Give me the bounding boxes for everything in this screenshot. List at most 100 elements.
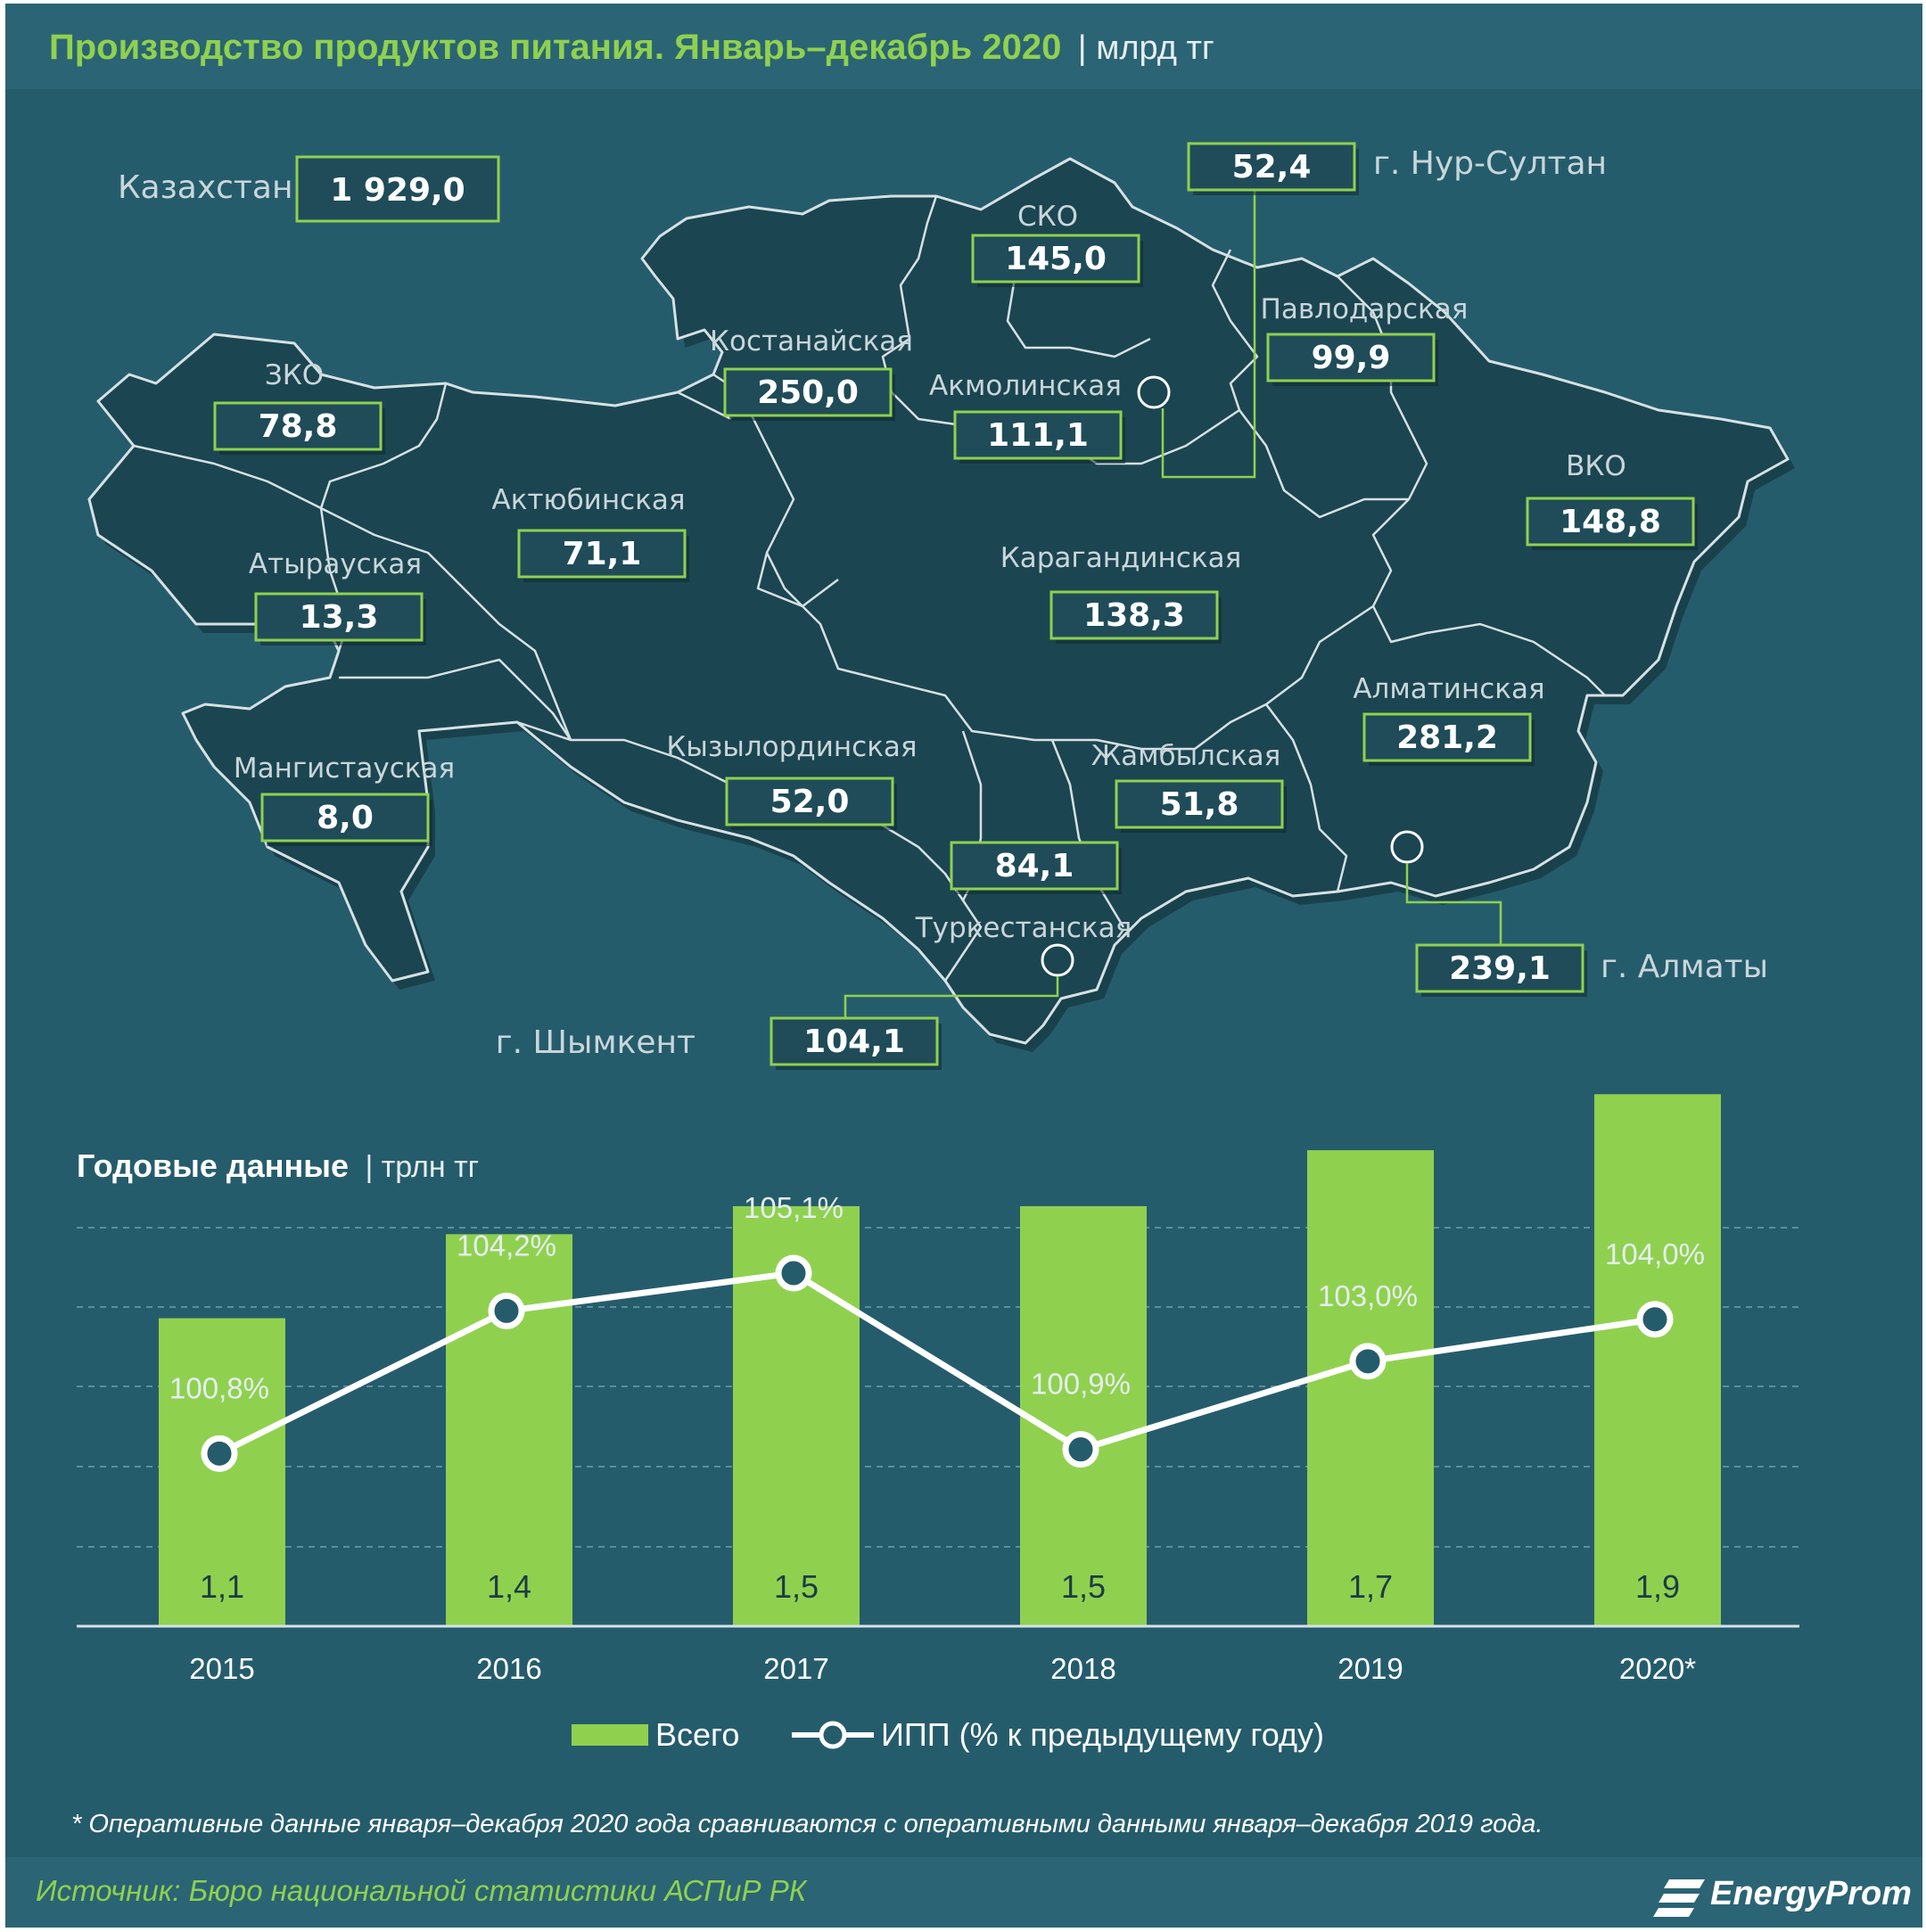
region-value-kyzylorda: 52,0 <box>770 784 850 820</box>
region-box-zko <box>213 401 383 451</box>
header-band <box>5 4 1922 89</box>
shymkent-marker <box>1041 943 1074 977</box>
region-box-kostanay <box>723 367 893 417</box>
ipp-point-2016 <box>488 1292 525 1329</box>
bar-2015 <box>159 1318 285 1626</box>
x-tick-label: 2016 <box>476 1652 541 1685</box>
city-name-nursultan: г. Нур-Султан <box>1373 145 1607 182</box>
region-box-turkestan <box>950 841 1119 891</box>
bar-2020* <box>1594 1094 1721 1626</box>
x-tick-label: 2017 <box>763 1652 828 1685</box>
region-value-karaganda: 138,3 <box>1083 597 1185 634</box>
ipp-value-label: 100,9% <box>1031 1368 1131 1401</box>
city-box-almaty <box>1415 943 1584 993</box>
x-tick-label: 2019 <box>1338 1652 1403 1685</box>
region-box-pavlodar <box>1266 333 1436 382</box>
legend-marker <box>819 1721 847 1749</box>
region-name-turkestan: Туркестанская <box>915 912 1132 944</box>
ipp-value-label: 104,0% <box>1605 1237 1705 1270</box>
brand-name: EnergyProm <box>1710 1875 1912 1912</box>
city-box-shymkent <box>770 1016 939 1066</box>
city-box-nursultan <box>1187 142 1356 192</box>
region-box-zhambyl <box>1115 779 1284 829</box>
region-box-akmola <box>953 410 1123 460</box>
ipp-value-label: 104,2% <box>457 1229 556 1262</box>
region-value-zhambyl: 51,8 <box>1160 786 1239 823</box>
x-tick-label: 2018 <box>1050 1652 1115 1685</box>
brand-logo: EnergyProm <box>1653 1875 1912 1917</box>
region-name-vko: ВКО <box>1566 450 1626 482</box>
region-box-atyrau <box>254 592 424 642</box>
region-value-turkestan: 84,1 <box>995 848 1074 884</box>
region-name-pavlodar: Павлодарская <box>1261 293 1469 325</box>
city-value-shymkent: 104,1 <box>803 1024 905 1060</box>
region-box-almaty_reg <box>1362 712 1532 762</box>
almaty-leader <box>1405 863 1502 945</box>
ipp-value-label: 100,8% <box>169 1371 269 1404</box>
chart-title: Годовые данные <box>77 1147 349 1184</box>
city-name-shymkent: г. Шымкент <box>496 1024 696 1061</box>
legend-label-line: ИПП (% к предыдущему году) <box>881 1716 1324 1753</box>
region-box-karaganda <box>1049 590 1219 640</box>
city-value-nursultan: 52,4 <box>1232 149 1312 185</box>
ipp-point-2020* <box>1636 1301 1674 1338</box>
region-value-kostanay: 250,0 <box>757 374 859 411</box>
region-name-akmola: Акмолинская <box>929 370 1122 402</box>
x-tick-label: 2015 <box>189 1652 254 1685</box>
footnote: * Оперативные данные января–декабря 2020… <box>71 1810 1543 1838</box>
city-name-almaty: г. Алматы <box>1601 949 1768 985</box>
region-value-akmola: 111,1 <box>987 417 1089 454</box>
region-value-vko: 148,8 <box>1560 504 1661 540</box>
region-box-aktobe <box>517 529 687 579</box>
x-tick-label: 2020* <box>1619 1652 1696 1685</box>
legend-swatch-bars <box>572 1724 648 1746</box>
region-name-zko: ЗКО <box>265 359 324 391</box>
region-box-sko <box>971 234 1140 284</box>
region-box-vko <box>1526 497 1695 547</box>
annual-chart: 1,1 2015 1,4 2016 1,5 2017 1,5 2018 1,7 2019 1,9 20… <box>77 1094 1799 1685</box>
region-value-pavlodar: 99,9 <box>1312 340 1391 376</box>
title-unit: | млрд тг <box>1078 29 1214 67</box>
ipp-value-label: 105,1% <box>744 1191 844 1224</box>
region-name-kostanay: Костанайская <box>710 325 913 358</box>
bar-value-label: 1,9 <box>1635 1568 1680 1605</box>
region-value-sko: 145,0 <box>1005 241 1107 277</box>
legend: Всего ИПП (% к предыдущему году) <box>572 1716 1324 1753</box>
chart-unit: | трлн тг <box>365 1150 479 1184</box>
region-name-mangystau: Мангистауская <box>234 752 455 785</box>
page-title: Производство продуктов питания. Январь–д… <box>49 28 1214 67</box>
bar-value-label: 1,5 <box>1061 1568 1106 1605</box>
source: Источник: Бюро национальной статистики А… <box>36 1874 808 1907</box>
legend-label-bars: Всего <box>655 1716 739 1753</box>
ipp-point-2019 <box>1349 1343 1387 1380</box>
region-name-aktobe: Актюбинская <box>491 484 685 516</box>
ipp-value-label: 103,0% <box>1318 1279 1418 1312</box>
bar-2018 <box>1020 1205 1147 1626</box>
nursultan-marker <box>1137 375 1171 409</box>
region-name-kyzylorda: Кызылординская <box>666 731 917 763</box>
nursultan-leader <box>1161 187 1256 479</box>
total-box <box>295 155 500 223</box>
bar-value-label: 1,7 <box>1348 1568 1393 1605</box>
total-value: 1 929,0 <box>330 172 465 209</box>
almaty-marker <box>1390 830 1424 864</box>
region-name-karaganda: Карагандинская <box>1000 542 1242 574</box>
energyprom-logo-icon <box>1653 1879 1705 1917</box>
city-value-almaty: 239,1 <box>1449 950 1551 987</box>
ipp-point-2015 <box>201 1435 238 1472</box>
region-value-almaty_reg: 281,2 <box>1396 719 1498 756</box>
region-box-mangystau <box>260 793 430 843</box>
region-name-atyrau: Атырауская <box>249 548 422 580</box>
footer-band <box>5 1857 1922 1928</box>
region-value-atyrau: 13,3 <box>300 599 379 636</box>
region-value-mangystau: 8,0 <box>317 800 374 836</box>
title-main: Производство продуктов питания. Январь–д… <box>49 28 1061 67</box>
ipp-point-2018 <box>1062 1431 1099 1468</box>
bar-value-label: 1,5 <box>774 1568 819 1605</box>
ipp-point-2017 <box>775 1254 812 1292</box>
region-name-zhambyl: Жамбылская <box>1091 740 1281 772</box>
bar-2019 <box>1307 1150 1434 1626</box>
total-label: Казахстан <box>118 169 293 206</box>
region-borders <box>133 195 1606 982</box>
region-name-almaty_reg: Алматинская <box>1353 673 1544 705</box>
